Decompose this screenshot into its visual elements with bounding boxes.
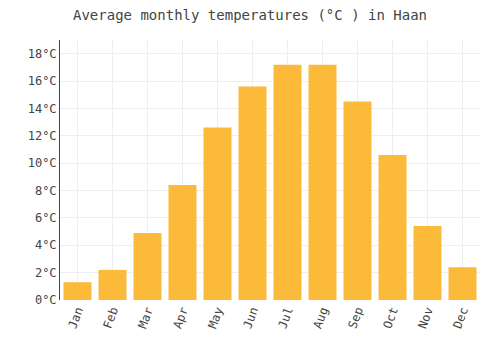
svg-text:Jul: Jul <box>275 305 296 330</box>
svg-text:16°C: 16°C <box>28 74 57 88</box>
svg-text:Nov: Nov <box>415 305 436 330</box>
svg-text:Dec: Dec <box>450 305 471 330</box>
svg-text:Aug: Aug <box>310 305 331 330</box>
svg-text:Sep: Sep <box>345 305 366 330</box>
svg-text:6°C: 6°C <box>35 211 57 225</box>
svg-text:Jun: Jun <box>240 305 261 330</box>
svg-text:18°C: 18°C <box>28 47 57 61</box>
svg-text:Feb: Feb <box>100 305 121 330</box>
svg-text:Apr: Apr <box>170 305 191 330</box>
svg-text:Average monthly temperatures (: Average monthly temperatures (°C ) in Ha… <box>73 7 427 23</box>
svg-text:8°C: 8°C <box>35 184 57 198</box>
svg-text:0°C: 0°C <box>35 293 57 307</box>
svg-text:12°C: 12°C <box>28 129 57 143</box>
svg-text:14°C: 14°C <box>28 102 57 116</box>
svg-text:Oct: Oct <box>380 305 401 330</box>
svg-text:4°C: 4°C <box>35 238 57 252</box>
svg-text:2°C: 2°C <box>35 266 57 280</box>
svg-text:Jan: Jan <box>65 305 86 330</box>
svg-text:Mar: Mar <box>135 305 156 330</box>
svg-text:10°C: 10°C <box>28 156 57 170</box>
svg-text:May: May <box>205 305 226 330</box>
